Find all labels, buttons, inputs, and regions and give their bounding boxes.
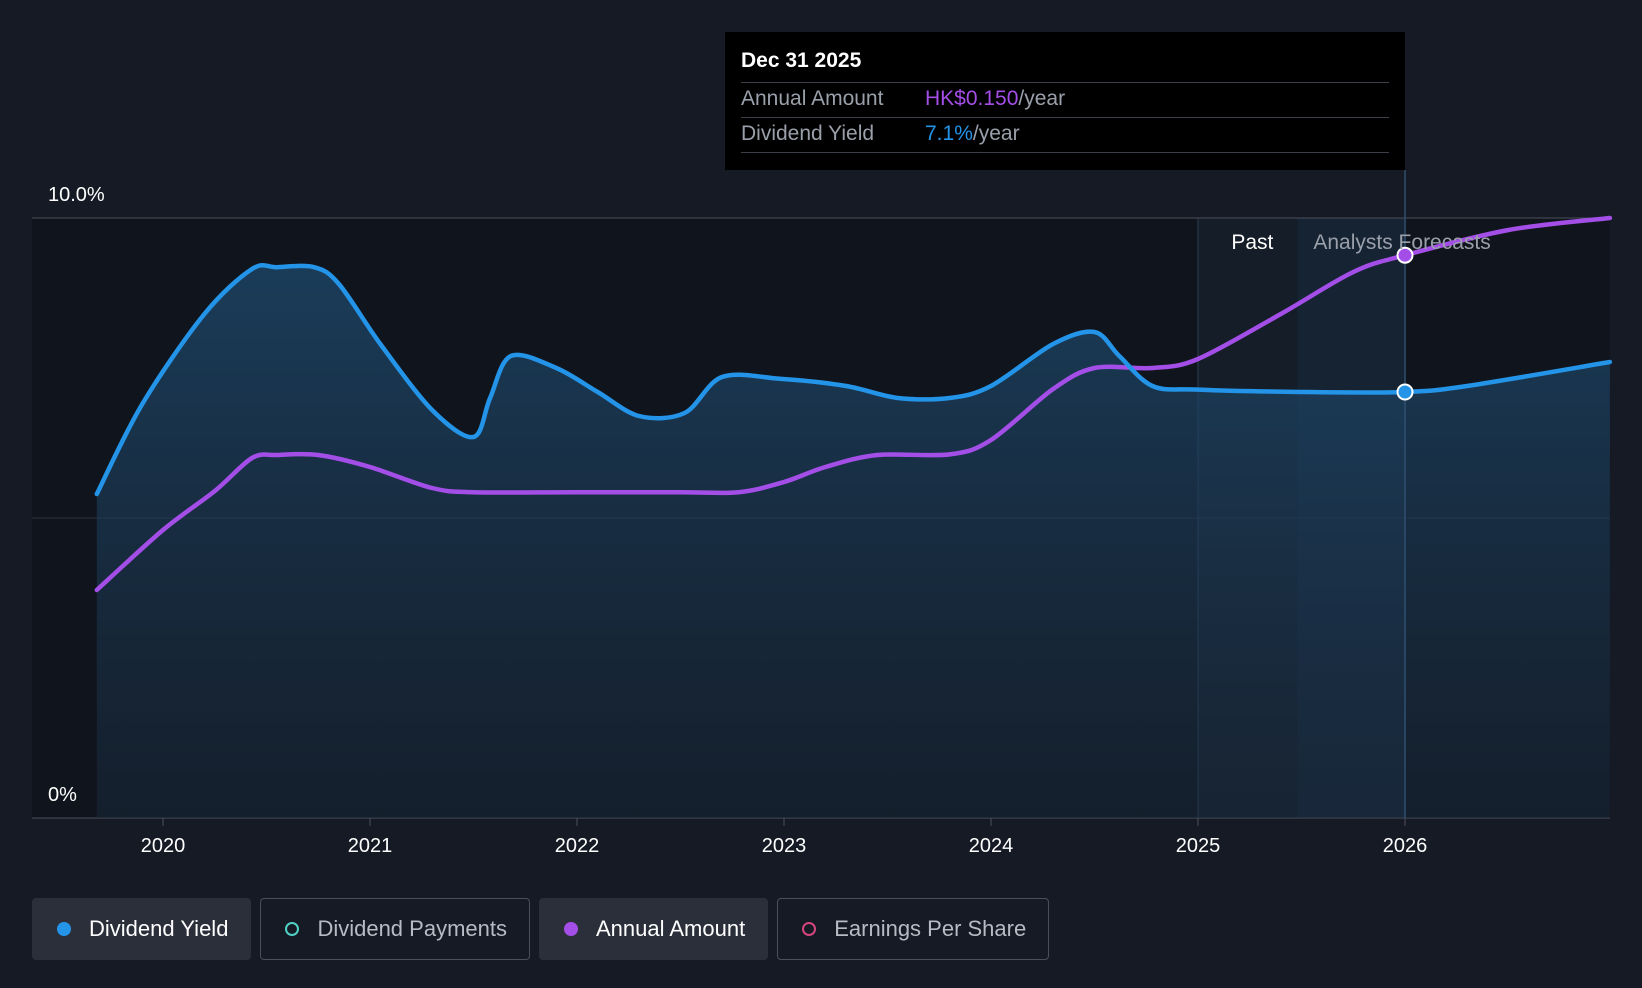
y-axis-label-top: 10.0% [48, 184, 105, 206]
legend-annual-amount[interactable]: Annual Amount [538, 898, 769, 960]
chart-tooltip: Dec 31 2025 Annual Amount HK$0.150 /year… [725, 32, 1405, 170]
tooltip-value: HK$0.150 [925, 87, 1019, 110]
x-axis-ticks: 2020 2021 2022 2023 2024 2025 2026 [141, 818, 1428, 857]
chart-legend: Dividend Yield Dividend Payments Annual … [32, 898, 1050, 960]
legend-earnings-per-share[interactable]: Earnings Per Share [777, 898, 1050, 960]
x-tick-label: 2024 [969, 835, 1014, 857]
dividend-yield-line [94, 262, 1613, 497]
tooltip-label: Dividend Yield [741, 122, 875, 145]
x-tick-label: 2025 [1176, 835, 1221, 857]
legend-ring-icon [285, 922, 300, 936]
annual-amount-marker[interactable] [1396, 246, 1414, 264]
x-tick-label: 2020 [141, 835, 186, 857]
tooltip-unit: /year [972, 122, 1020, 145]
tooltip-row-annual-amount: Annual Amount HK$0.150 /year [741, 82, 1389, 117]
x-tick-label: 2026 [1383, 835, 1428, 857]
x-tick-label: 2021 [348, 835, 393, 857]
legend-dot-icon [563, 922, 578, 936]
tooltip-unit: /year [1018, 87, 1066, 110]
tooltip-label: Annual Amount [741, 87, 884, 110]
tooltip-date: Dec 31 2025 [741, 49, 862, 72]
legend-dividend-yield[interactable]: Dividend Yield [32, 898, 252, 960]
dividend-yield-marker[interactable] [1396, 383, 1414, 401]
y-axis-label-bottom: 0% [48, 784, 77, 806]
legend-dividend-payments[interactable]: Dividend Payments [260, 898, 530, 960]
legend-label: Dividend Yield [89, 916, 229, 941]
legend-label: Earnings Per Share [834, 916, 1027, 941]
legend-ring-icon [802, 922, 817, 936]
x-tick-label: 2023 [762, 835, 807, 857]
annual-amount-line [94, 215, 1613, 593]
tooltip-value: 7.1% [925, 122, 973, 145]
legend-label: Annual Amount [595, 916, 746, 941]
dividend-yield-area [96, 265, 1610, 819]
tooltip-row-dividend-yield: Dividend Yield 7.1% /year [741, 117, 1389, 153]
past-label: Past [1231, 231, 1273, 254]
x-tick-label: 2022 [555, 835, 600, 857]
legend-label: Dividend Payments [317, 916, 507, 941]
legend-dot-icon [57, 922, 71, 936]
analysts-forecasts-label: Analysts Forecasts [1313, 231, 1490, 254]
